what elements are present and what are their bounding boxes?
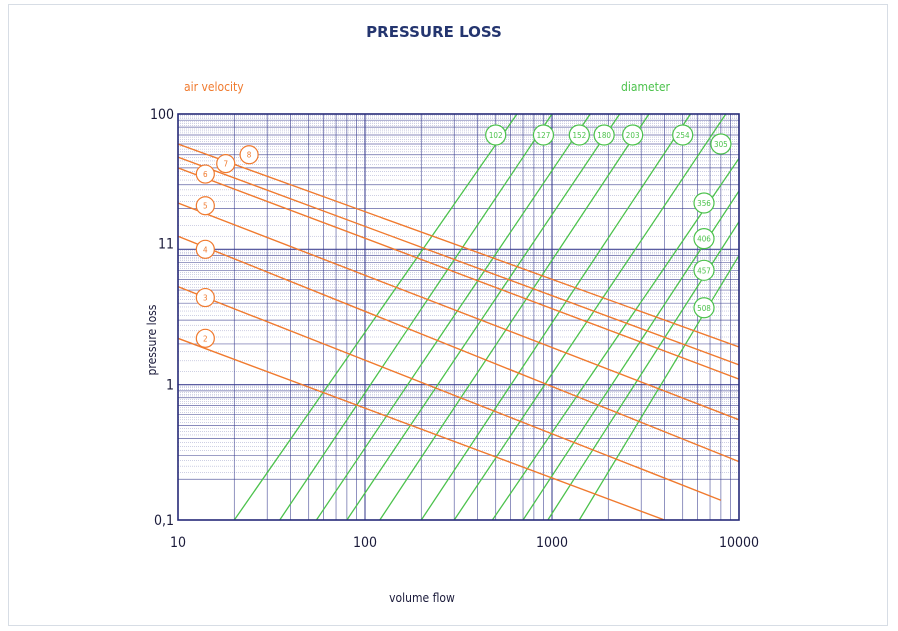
air-velocity-badge-circle bbox=[195, 164, 215, 184]
air-velocity-badge-label: 8 bbox=[247, 151, 252, 160]
y-tick-label: 11 bbox=[158, 237, 174, 253]
diameter-line-356 bbox=[491, 158, 739, 520]
diameter-badge-circle bbox=[568, 124, 590, 146]
diameter-line-305 bbox=[453, 114, 727, 520]
diameter-badge-circle bbox=[593, 124, 615, 146]
x-tick-label: 10 bbox=[170, 535, 186, 551]
diameter-line-254 bbox=[420, 114, 691, 520]
air-velocity-badge-circle bbox=[195, 196, 215, 216]
air-velocity-line-4 bbox=[178, 235, 739, 463]
diameter-badge-circle bbox=[693, 297, 715, 319]
chart-title: PRESSURE LOSS bbox=[366, 23, 502, 41]
air-velocity-badge-circle bbox=[195, 328, 215, 348]
chart-frame bbox=[8, 4, 888, 626]
diameter-badge-circle bbox=[693, 228, 715, 250]
diameter-badge-circle bbox=[485, 124, 507, 146]
diameter-line-203 bbox=[379, 114, 650, 520]
diameter-badge-label: 180 bbox=[597, 131, 611, 140]
air-velocity-badge-circle bbox=[195, 287, 215, 308]
diameter-line-180 bbox=[346, 114, 621, 520]
diameter-badge-label: 457 bbox=[697, 266, 711, 275]
diameter-badge-label: 152 bbox=[572, 131, 586, 140]
y-tick-label: 100 bbox=[150, 107, 174, 123]
diameter-badge-label: 356 bbox=[697, 199, 711, 208]
air-velocity-line-5 bbox=[178, 202, 739, 421]
diameter-badge-label: 102 bbox=[489, 131, 503, 140]
air-velocity-badge-label: 6 bbox=[203, 170, 208, 179]
x-tick-label: 1000 bbox=[536, 535, 568, 551]
plot-area-border bbox=[177, 113, 740, 521]
air-velocity-badge-label: 2 bbox=[203, 334, 208, 343]
diameter-badge-circle bbox=[710, 133, 732, 155]
diameter-badge-label: 203 bbox=[626, 131, 640, 140]
diameter-line-152 bbox=[315, 114, 591, 520]
diameter-badge-circle bbox=[672, 124, 694, 146]
diameter-badge-circle bbox=[532, 124, 555, 146]
y-tick-label: 1 bbox=[166, 378, 174, 394]
air-velocity-badge-label: 3 bbox=[203, 294, 208, 303]
air-velocity-badge-circle bbox=[195, 239, 215, 259]
diameter-badge-circle bbox=[693, 192, 715, 214]
x-tick-label: 100 bbox=[353, 535, 377, 551]
air-velocity-badge-label: 4 bbox=[203, 245, 208, 254]
air-velocity-line-8 bbox=[178, 143, 739, 348]
air-velocity-badge-label: 7 bbox=[223, 160, 228, 169]
air-velocity-line-6 bbox=[178, 167, 739, 380]
diameter-badge-label: 127 bbox=[537, 131, 551, 140]
series-badges: 2 3 4 5 6 7 8 102 127 152 180 203 254 305 356 406 457 508 bbox=[195, 124, 732, 348]
series-lines bbox=[178, 114, 739, 520]
diameter-badge-circle bbox=[693, 259, 715, 281]
air-velocity-line-3 bbox=[178, 285, 722, 501]
air-velocity-badge-circle bbox=[239, 145, 259, 165]
diameter-line-508 bbox=[578, 255, 739, 520]
air-velocity-group-label: air velocity bbox=[184, 80, 244, 94]
diameter-group-label: diameter bbox=[621, 80, 671, 94]
diameter-badge-label: 508 bbox=[697, 304, 711, 313]
diameter-badge-label: 254 bbox=[676, 131, 690, 140]
air-velocity-line-7 bbox=[178, 156, 739, 366]
air-velocity-line-2 bbox=[178, 337, 665, 520]
diameter-line-102 bbox=[233, 114, 518, 520]
x-axis-label: volume flow bbox=[389, 591, 455, 605]
diameter-badge-circle bbox=[622, 124, 644, 146]
x-tick-label: 10000 bbox=[719, 535, 759, 551]
diameter-badge-label: 305 bbox=[714, 140, 728, 149]
air-velocity-badge-circle bbox=[216, 154, 236, 174]
diameter-badge-label: 406 bbox=[697, 235, 711, 244]
air-velocity-badge-label: 5 bbox=[203, 202, 208, 211]
y-tick-label: 0,1 bbox=[154, 513, 174, 529]
y-axis-label: pressure loss bbox=[145, 304, 159, 375]
diameter-line-127 bbox=[279, 114, 553, 520]
